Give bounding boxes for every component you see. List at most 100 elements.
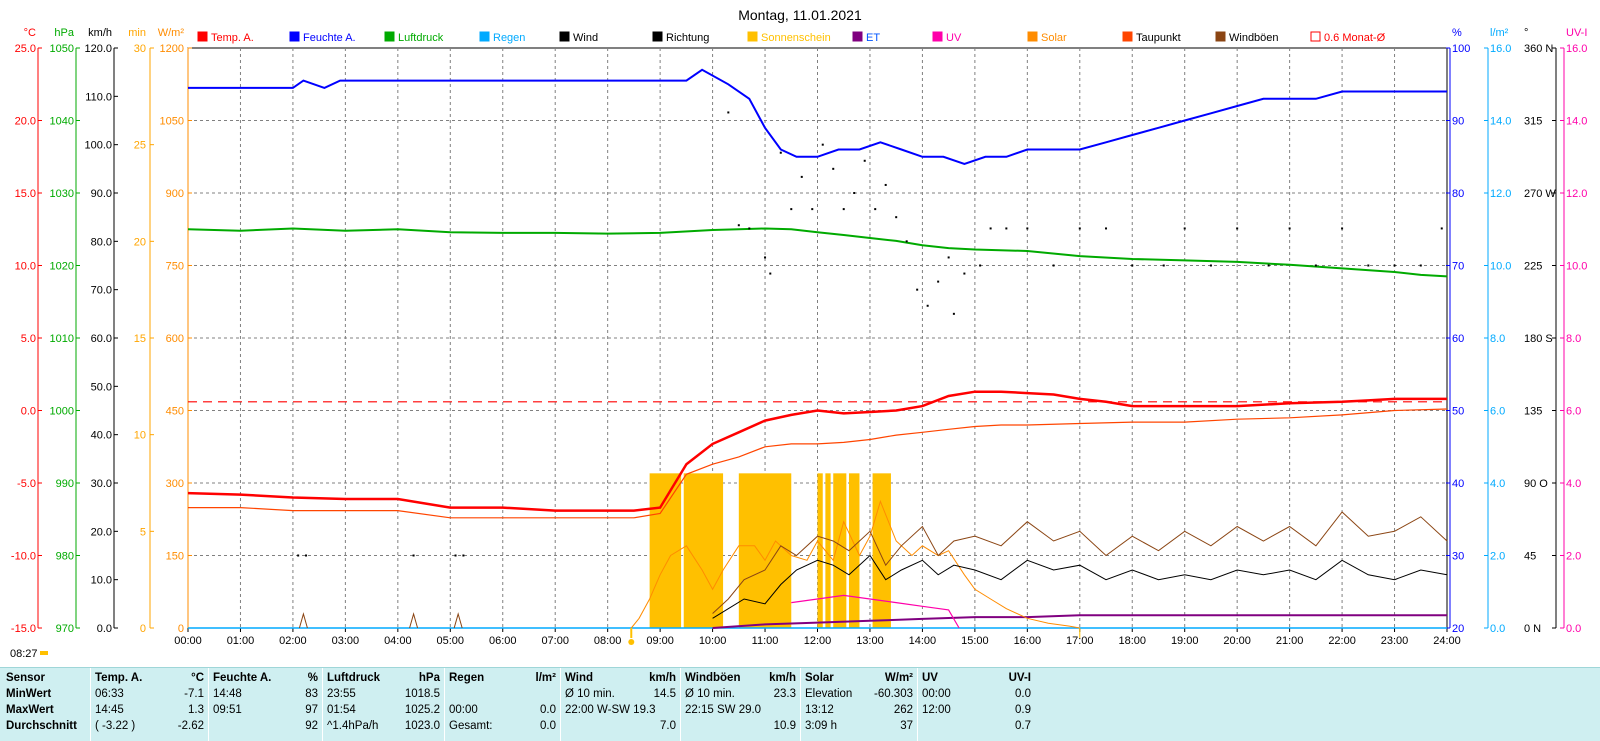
wind-direction-point bbox=[842, 208, 845, 211]
wind-direction-point bbox=[1236, 227, 1239, 230]
axis-tick-label: 15 bbox=[134, 333, 146, 345]
wind-direction-point bbox=[1341, 227, 1344, 230]
stats-cell-value: 14.5 bbox=[653, 688, 676, 700]
axis-tick-label: 360 N bbox=[1524, 43, 1553, 55]
axis-tick-label: 12.0 bbox=[1566, 188, 1587, 200]
wind-direction-point bbox=[1005, 227, 1008, 230]
axis-tick-label: 5 bbox=[140, 526, 146, 538]
axis-tick-label: 450 bbox=[166, 406, 184, 418]
x-tick-label: 06:00 bbox=[489, 635, 517, 647]
wind-direction-point bbox=[863, 159, 866, 162]
stats-cell-label: ^1.4hPa/h bbox=[327, 720, 379, 732]
legend-swatch-11 bbox=[1215, 31, 1226, 42]
x-tick-label: 19:00 bbox=[1171, 635, 1199, 647]
wind-direction-point bbox=[1026, 227, 1029, 230]
x-tick-label: 11:00 bbox=[752, 635, 779, 647]
axis-tick-label: 315 bbox=[1524, 116, 1542, 128]
wind-direction-point bbox=[1440, 227, 1443, 230]
stats-cell-label: 14:48 bbox=[213, 688, 242, 700]
axis-tick-label: 20 bbox=[134, 236, 146, 248]
axis-tick-label: 30 bbox=[134, 43, 146, 55]
axis-tick-label: 0.0 bbox=[1566, 623, 1581, 635]
axis-tick-label: 1050 bbox=[50, 43, 74, 55]
series-pressure-line bbox=[187, 227, 1448, 278]
wind-direction-point bbox=[952, 312, 955, 315]
axis-unit-label: hPa bbox=[54, 27, 74, 39]
axis-tick-label: 1010 bbox=[50, 333, 74, 345]
legend-swatch-2 bbox=[384, 31, 395, 42]
legend-label-9: Solar bbox=[1041, 32, 1067, 44]
axis-tick-label: 5.0 bbox=[21, 333, 36, 345]
x-tick-label: 23:00 bbox=[1381, 635, 1409, 647]
axis-tick-label: 70.0 bbox=[91, 285, 112, 297]
legend-swatch-4 bbox=[559, 31, 570, 42]
series-solar-line bbox=[630, 499, 1080, 629]
stats-column: Luftdruck hPa 23:55 1018.5 01:54 1025.2 ^1.4hP… bbox=[322, 668, 444, 741]
legend-label-8: UV bbox=[946, 32, 962, 44]
stats-row-labels: Sensor MinWert MaxWert Durchschnitt bbox=[0, 668, 90, 741]
legend-swatch-1 bbox=[289, 31, 300, 42]
stats-row-label: MaxWert bbox=[6, 704, 54, 716]
wind-direction-point bbox=[937, 280, 940, 283]
wind-direction-point bbox=[832, 167, 835, 170]
wind-direction-point bbox=[800, 175, 803, 178]
axis-tick-label: 600 bbox=[166, 333, 184, 345]
axis-tick-label: 0 bbox=[178, 623, 184, 635]
stats-cell-value: 92 bbox=[305, 720, 318, 732]
x-tick-label: 00:00 bbox=[174, 635, 202, 647]
axis-tick-label: 1030 bbox=[50, 188, 74, 200]
stats-column-header: Wind bbox=[565, 672, 593, 684]
series-uv-line bbox=[791, 594, 960, 629]
wind-direction-point bbox=[737, 224, 740, 227]
wind-direction-point bbox=[895, 216, 898, 219]
sunshine-bar bbox=[848, 473, 860, 628]
axis-tick-label: 225 bbox=[1524, 261, 1542, 273]
x-tick-label: 08:00 bbox=[594, 635, 622, 647]
axis-tick-label: 16.0 bbox=[1566, 43, 1587, 55]
stats-column-unit: hPa bbox=[418, 672, 440, 684]
axis-tick-label: 4.0 bbox=[1566, 478, 1581, 490]
sunrise-time-label: 08:27 bbox=[10, 648, 38, 660]
axis-tick-label: 990 bbox=[56, 478, 74, 490]
axis-tick-label: 1050 bbox=[160, 116, 184, 128]
axis-tick-label: 300 bbox=[166, 478, 184, 490]
x-tick-label: 21:00 bbox=[1276, 635, 1304, 647]
legend-label-5: Richtung bbox=[666, 32, 709, 44]
axis-tick-label: 0 N bbox=[1524, 623, 1541, 635]
stats-cell-label: 01:54 bbox=[327, 704, 356, 716]
x-tick-label: 01:00 bbox=[227, 635, 255, 647]
axis-tick-label: 30.0 bbox=[91, 478, 112, 490]
stats-row-label: Durchschnitt bbox=[6, 720, 77, 732]
axis-tick-label: 16.0 bbox=[1490, 43, 1511, 55]
wind-direction-point bbox=[1367, 264, 1370, 267]
stats-cell-label: 22:15 SW 29.0 bbox=[685, 704, 762, 716]
stats-column: UV UV-I 00:00 0.0 12:00 0.9 0.7 bbox=[917, 668, 1035, 741]
stats-cell-value: 0.9 bbox=[1015, 704, 1031, 716]
axis-tick-label: 980 bbox=[56, 551, 74, 563]
series-gust-line bbox=[712, 511, 1448, 614]
axis-tick-label: 1000 bbox=[50, 406, 74, 418]
axis-tick-label: 100 bbox=[1452, 43, 1470, 55]
stats-column: Wind km/h Ø 10 min. 14.5 22:00 W-SW 19.3 7.0 bbox=[560, 668, 680, 741]
axis-tick-label: 0.0 bbox=[1490, 623, 1505, 635]
wind-direction-point bbox=[1131, 264, 1134, 267]
wind-direction-point bbox=[454, 554, 457, 557]
series-temperature-line bbox=[187, 390, 1447, 512]
axis-tick-label: 90 bbox=[1452, 116, 1464, 128]
x-tick-label: 15:00 bbox=[961, 635, 989, 647]
gust-spike bbox=[409, 612, 419, 629]
gust-spike bbox=[453, 612, 463, 629]
axis-tick-label: 10.0 bbox=[1490, 261, 1511, 273]
axis-tick-label: 45 bbox=[1524, 551, 1536, 563]
axis-tick-label: 12.0 bbox=[1490, 188, 1511, 200]
axis-tick-label: 80.0 bbox=[91, 236, 112, 248]
stats-table: Sensor MinWert MaxWert Durchschnitt Temp. A.… bbox=[0, 667, 1600, 741]
legend-swatch-3 bbox=[479, 31, 490, 42]
legend-label-12: 0.6 Monat-Ø bbox=[1324, 32, 1386, 44]
stats-row-label: Sensor bbox=[6, 672, 45, 684]
axis-tick-label: 8.0 bbox=[1490, 333, 1505, 345]
axis-tick-label: 6.0 bbox=[1490, 406, 1505, 418]
x-tick-label: 09:00 bbox=[646, 635, 674, 647]
stats-cell-value: 1023.0 bbox=[404, 720, 440, 732]
